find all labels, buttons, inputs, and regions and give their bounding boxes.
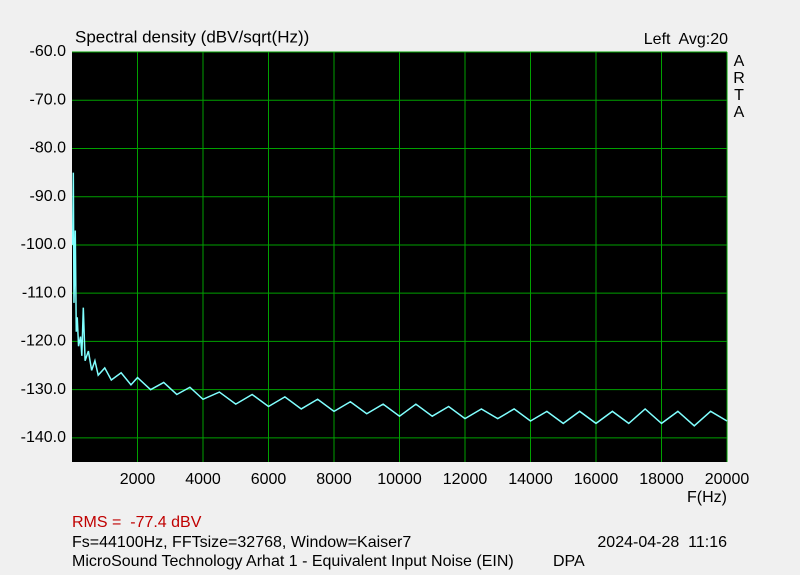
- y-tick-label: -120.0: [21, 333, 66, 350]
- x-tick-label: 8000: [316, 471, 352, 488]
- y-tick-label: -90.0: [30, 188, 67, 205]
- y-tick-label: -130.0: [21, 381, 66, 398]
- channel-info: Left Avg:20: [644, 31, 728, 48]
- x-tick-label: 16000: [574, 471, 619, 488]
- timestamp: 2024-04-28 11:16: [597, 534, 727, 551]
- y-tick-label: -60.0: [30, 43, 67, 60]
- x-tick-label: 4000: [185, 471, 221, 488]
- x-tick-label: 12000: [443, 471, 488, 488]
- x-tick-label: 14000: [508, 471, 553, 488]
- spectrum-line: [71, 172, 728, 427]
- x-tick-label: 6000: [251, 471, 287, 488]
- y-tick-label: -70.0: [30, 91, 67, 108]
- y-tick-label: -140.0: [21, 429, 66, 446]
- x-tick-label: 20000: [705, 471, 750, 488]
- logo-letter: T: [734, 87, 744, 104]
- y-tick-label: -80.0: [30, 140, 67, 157]
- x-tick-label: 10000: [377, 471, 422, 488]
- y-tick-label: -100.0: [21, 236, 66, 253]
- logo-letter: A: [734, 104, 745, 121]
- x-tick-label: 18000: [639, 471, 684, 488]
- x-axis-label: F(Hz): [687, 489, 727, 506]
- x-tick-label: 2000: [120, 471, 156, 488]
- rms-label: RMS = -77.4 dBV: [72, 514, 202, 531]
- description: MicroSound Technology Arhat 1 - Equivale…: [72, 553, 514, 570]
- microphone: DPA: [553, 553, 585, 570]
- y-tick-label: -110.0: [22, 284, 66, 301]
- logo-letter: R: [733, 70, 745, 87]
- logo-letter: A: [734, 53, 745, 70]
- settings-label: Fs=44100Hz, FFTsize=32768, Window=Kaiser…: [72, 534, 411, 551]
- chart-title: Spectral density (dBV/sqrt(Hz)): [75, 27, 309, 46]
